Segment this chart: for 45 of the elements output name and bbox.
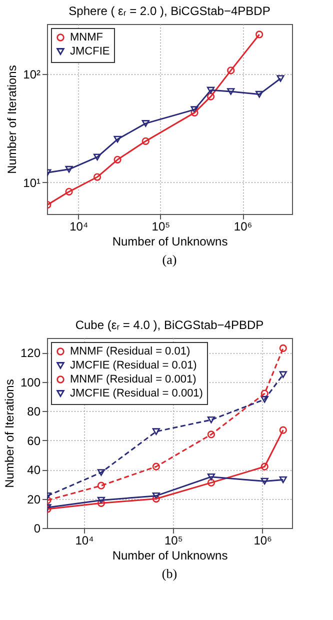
point [152,494,160,503]
point [260,396,268,403]
point [207,478,216,486]
chart-title: Sphere ( εᵣ = 2.0 ), BiCGStab−4PBDP [68,4,270,18]
legend-label: MNMF (Residual = 0.001) [70,374,196,386]
text: (b) [162,566,178,581]
text: (a) [162,252,177,267]
point [152,428,160,435]
legend-label: JMCFIE (Residual = 0.01) [70,360,197,372]
y-tick-label: 40 [27,463,41,478]
x-tick-label: 10⁴ [75,534,94,548]
y-tick-label: 10² [23,68,41,82]
y-axis-title: Number of Iterations [5,65,20,174]
point [260,462,268,470]
x-axis-title: Number of Unknowns [112,548,228,562]
legend-label: JMCFIE (Residual = 0.001) [70,388,203,400]
x-tick-label: 10⁴ [70,220,88,234]
point [152,492,160,500]
legend-label: MNMF (Residual = 0.01) [70,346,190,358]
chart-title: Cube (εᵣ = 4.0 ), BiCGStab−4PBDP [75,318,264,332]
y-tick-label: 60 [27,434,41,448]
x-tick-label: 10⁵ [164,534,183,548]
point [260,478,268,485]
legend-label: JMCFIE [70,46,110,58]
point [207,473,216,480]
y-tick-label: 120 [20,346,41,360]
y-tick-label: 80 [27,404,41,419]
point [207,416,216,424]
point [97,496,106,504]
y-tick-label: 10¹ [23,176,41,190]
legend-label: MNMF [70,32,104,44]
y-tick-label: 0 [34,522,41,536]
y-tick-label: 20 [27,492,41,506]
point [97,499,106,507]
x-tick-label: 10⁶ [254,534,272,548]
point [207,430,216,438]
x-tick-label: 10⁶ [234,220,252,234]
point [152,462,160,470]
x-tick-label: 10⁵ [152,220,170,234]
x-axis-title: Number of Unknowns [112,234,228,248]
point [97,469,106,476]
y-tick-label: 100 [20,375,41,390]
point [260,390,268,398]
y-axis-title: Number of Iterations [2,379,16,488]
point [97,482,106,490]
